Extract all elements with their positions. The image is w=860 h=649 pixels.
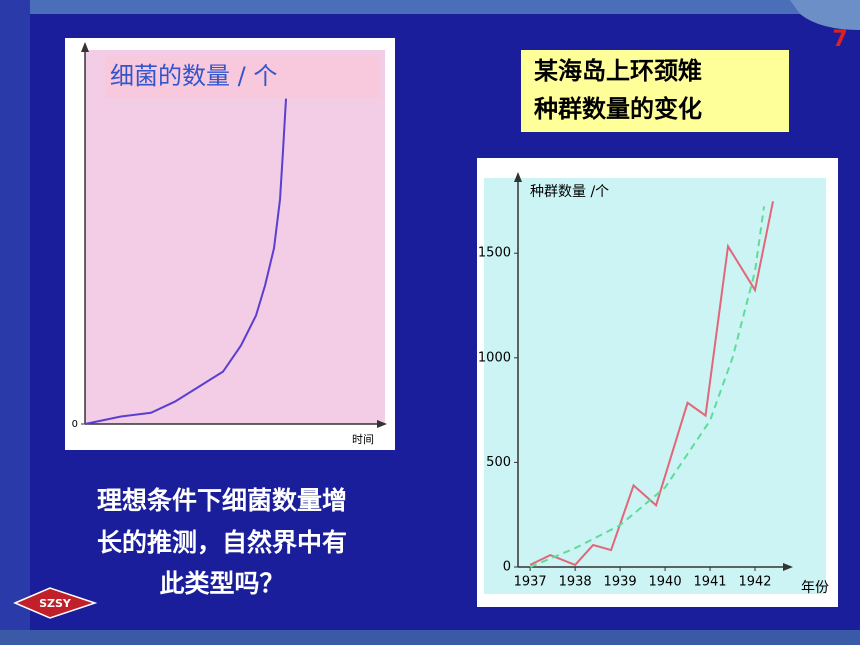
bottom-band [0, 630, 860, 645]
y-axis-label: 种群数量 /个 [530, 184, 609, 200]
caption-line: 长的推测，自然界中有 [97, 528, 347, 557]
logo-text: SZSY [39, 597, 72, 610]
plot-area [85, 50, 385, 424]
y-axis-label: 细菌的数量 / 个 [110, 62, 277, 90]
chart-title: 种群数量的变化 [534, 95, 702, 123]
axis-arrow [81, 42, 89, 52]
axis-arrow [514, 172, 522, 182]
x-tick-label: 1942 [738, 575, 771, 590]
axis-arrow [377, 420, 387, 428]
top-band [0, 0, 860, 14]
x-tick-label: 1939 [604, 575, 637, 590]
x-axis-label: 时间 [352, 433, 374, 446]
data-line [529, 201, 774, 567]
title-box [521, 50, 789, 132]
y-tick-label: 500 [486, 455, 511, 470]
corner-decoration [790, 0, 860, 30]
data-line [84, 98, 287, 425]
x-tick-label: 1941 [693, 575, 726, 590]
x-tick-label: 1937 [514, 575, 547, 590]
slide-number: 7 [832, 27, 847, 52]
x-tick-label: 1940 [649, 575, 682, 590]
logo [13, 587, 98, 619]
x-tick-label: 1938 [559, 575, 592, 590]
chart-title: 某海岛上环颈雉 [534, 57, 702, 85]
caption: 理想条件下细菌数量增 长的推测，自然界中有 此类型吗？ [97, 486, 347, 598]
y-tick-label: 0 [72, 419, 78, 430]
y-tick-label: 1000 [478, 350, 511, 365]
axis-arrow [783, 563, 793, 571]
plot-area [484, 178, 826, 594]
y-tick-label: 1500 [478, 246, 511, 261]
y-tick-label: 0 [503, 560, 511, 575]
x-axis-label: 年份 [801, 580, 829, 596]
data-line [529, 206, 766, 568]
label-box [105, 55, 380, 98]
left-band [0, 0, 30, 645]
caption-line: 此类型吗？ [159, 569, 284, 598]
caption-line: 理想条件下细菌数量增 [97, 486, 347, 515]
